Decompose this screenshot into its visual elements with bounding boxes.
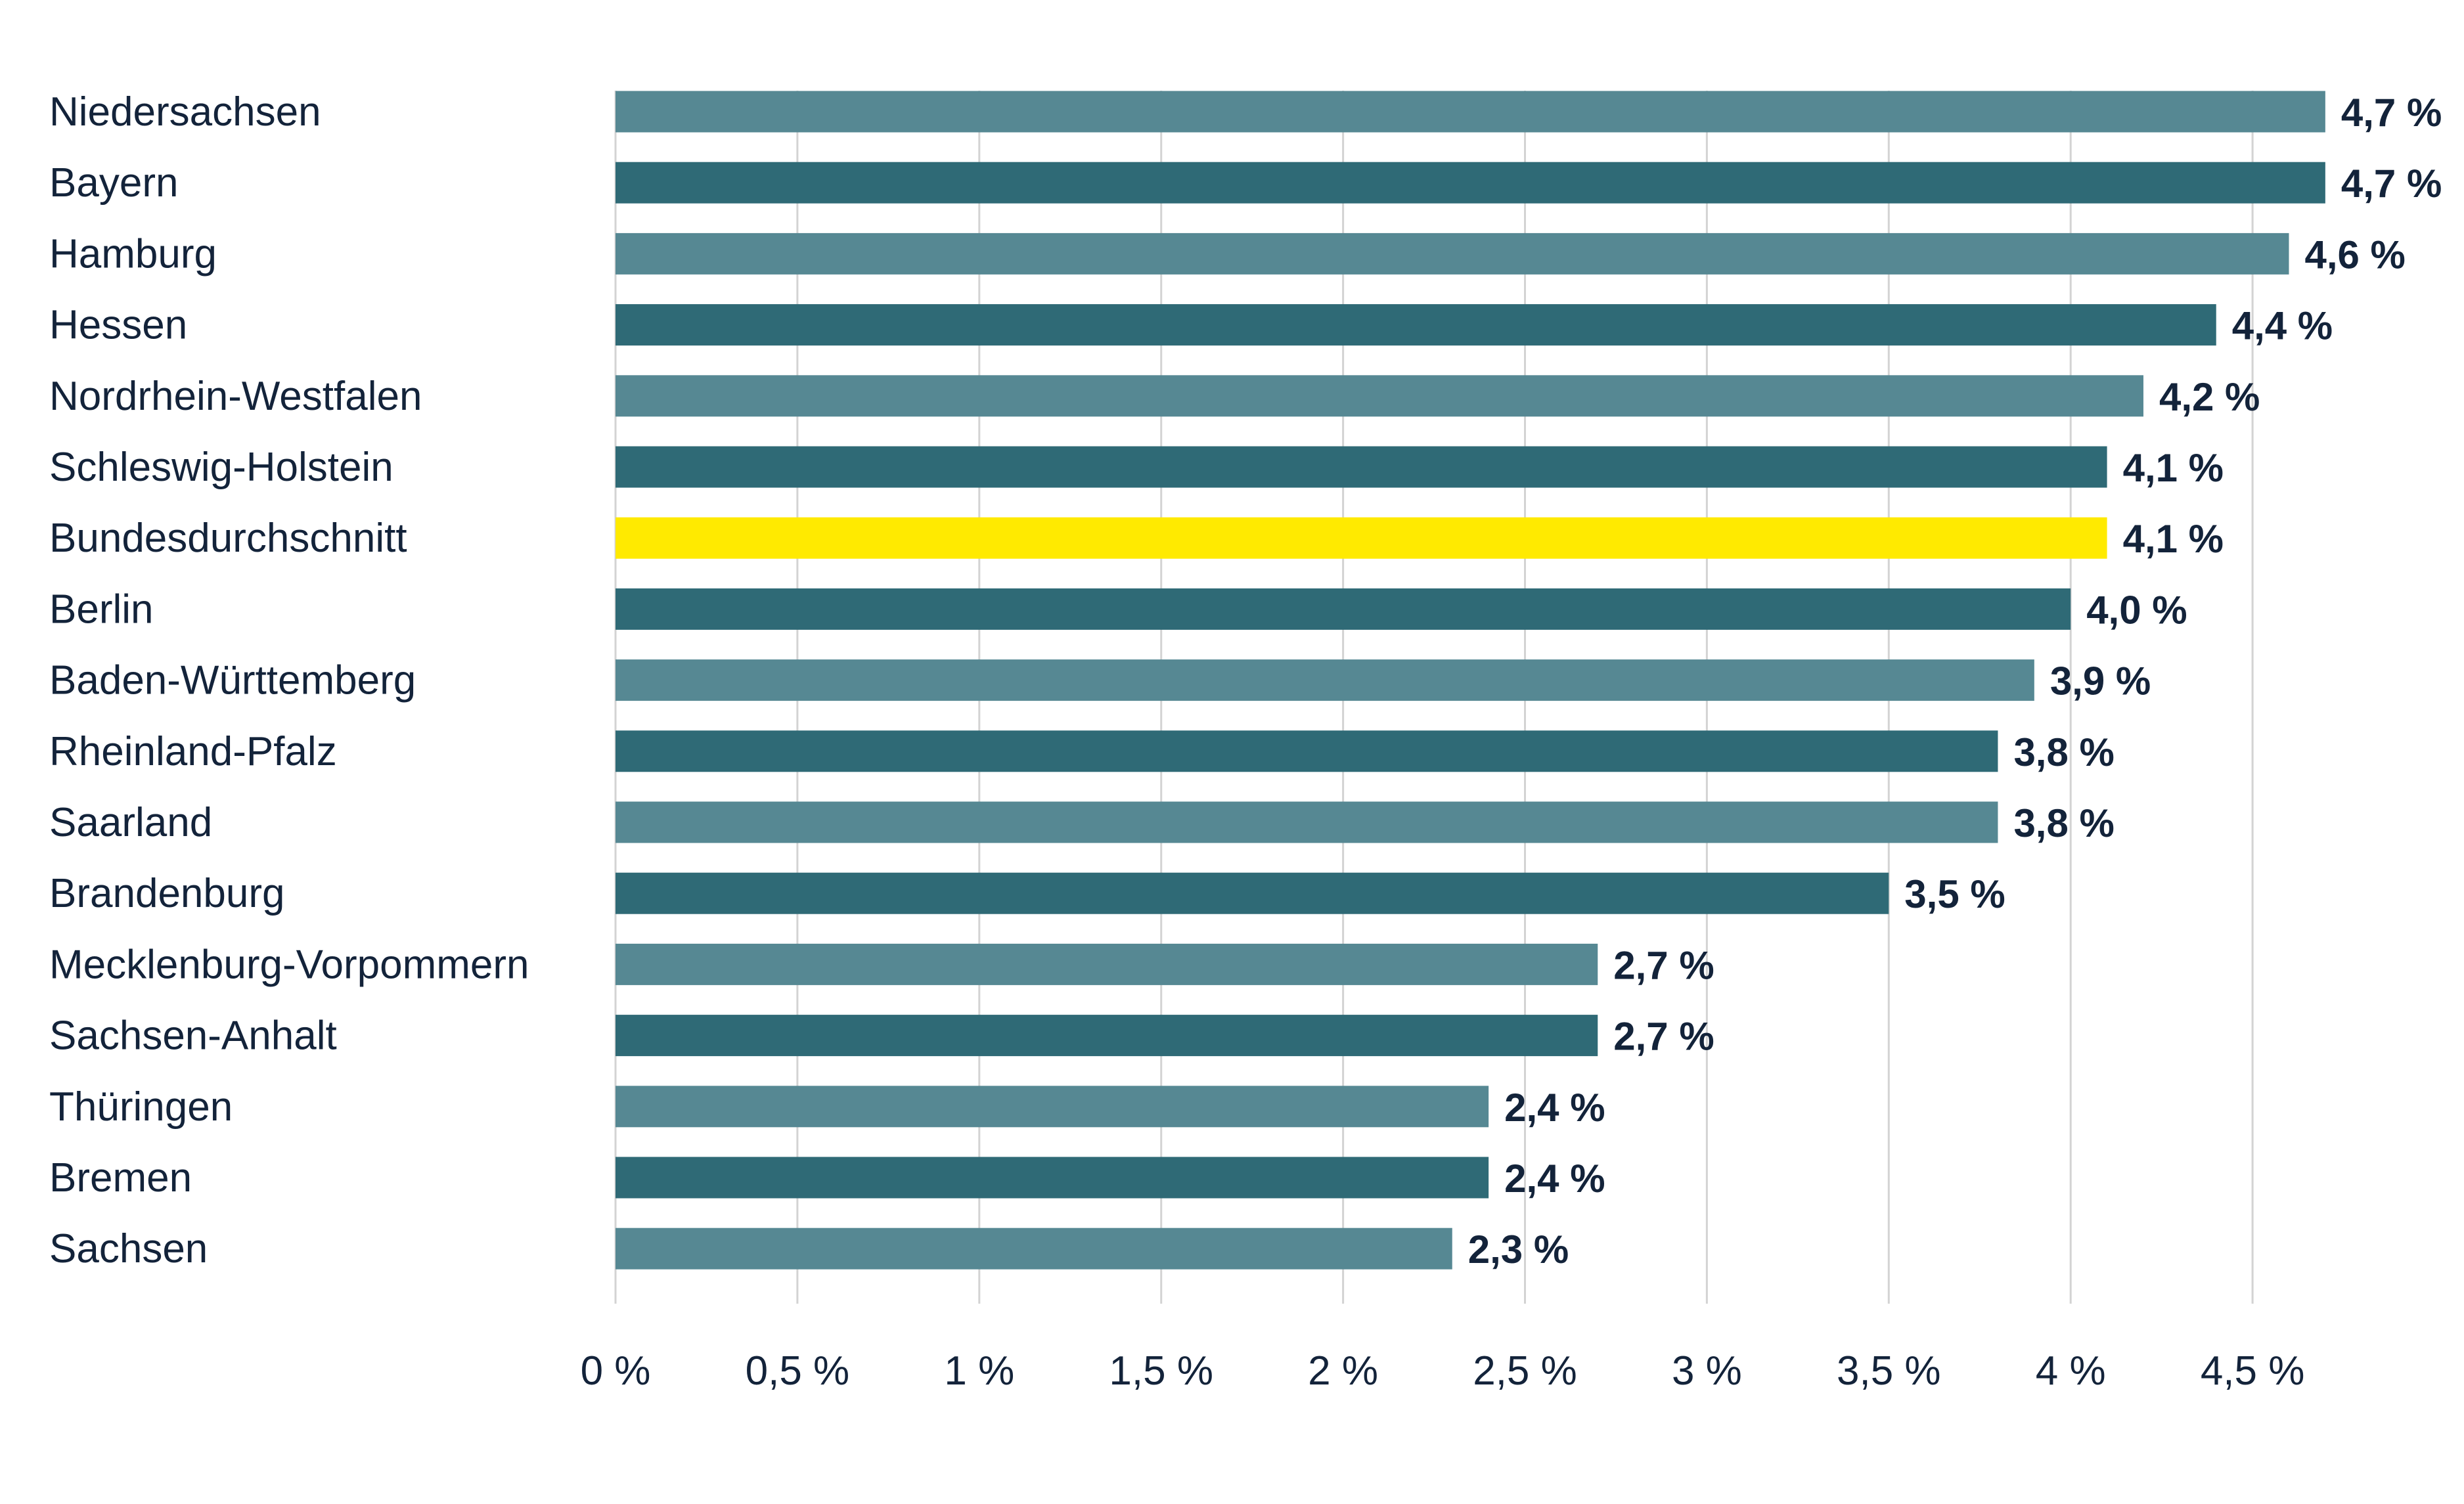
bar-1 [616, 162, 2325, 204]
bar-5 [616, 446, 2107, 488]
bar-9 [616, 730, 1998, 772]
bar-15 [616, 1157, 1489, 1199]
x-tick-label-0: 0 % [581, 1348, 651, 1394]
x-tick-label-8: 4 % [2036, 1348, 2106, 1394]
category-label-8: Baden-Württemberg [49, 658, 416, 703]
value-label-14: 2,4 % [1504, 1086, 1605, 1130]
category-label-3: Hessen [49, 303, 187, 348]
value-label-0: 4,7 % [2341, 91, 2442, 135]
value-label-7: 4,0 % [2086, 588, 2187, 632]
category-label-12: Mecklenburg-Vorpommern [49, 942, 529, 987]
x-axis-tick-labels: 0 % 0,5 % 1 % 1,5 % 2 % 2,5 % 3 % 3,5 % 4 % 4,5 % [581, 1348, 2305, 1394]
category-label-10: Saarland [49, 800, 212, 845]
value-label-8: 3,9 % [2050, 659, 2151, 703]
value-label-1: 4,7 % [2341, 162, 2442, 206]
value-label-9: 3,8 % [2013, 730, 2114, 774]
bar-8 [616, 659, 2034, 701]
bar-16 [616, 1228, 1452, 1270]
category-label-11: Brandenburg [49, 871, 285, 916]
value-label-4: 4,2 % [2159, 375, 2260, 419]
bar-10 [616, 801, 1998, 843]
bar-13 [616, 1015, 1598, 1057]
x-tick-label-9: 4,5 % [2201, 1348, 2305, 1394]
bar-11 [616, 872, 1889, 914]
category-label-15: Bremen [49, 1155, 192, 1201]
bar-2 [616, 232, 2289, 275]
bar-6 [616, 517, 2107, 559]
value-label-5: 4,1 % [2123, 446, 2224, 490]
category-label-2: Hamburg [49, 231, 217, 276]
category-label-0: Niedersachsen [49, 89, 321, 135]
value-label-10: 3,8 % [2013, 801, 2114, 845]
category-label-14: Thüringen [49, 1084, 233, 1130]
bar-12 [616, 943, 1598, 985]
category-labels: Niedersachsen Bayern Hamburg Hessen Nordrhei… [49, 89, 529, 1272]
category-label-5: Schleswig-Holstein [49, 445, 393, 490]
bars [616, 91, 2325, 1270]
category-label-6: Bundesdurchschnitt [49, 516, 407, 561]
x-tick-label-4: 2 % [1308, 1348, 1378, 1394]
value-label-15: 2,4 % [1504, 1157, 1605, 1201]
category-label-1: Bayern [49, 160, 178, 206]
category-label-9: Rheinland-Pfalz [49, 729, 337, 774]
category-label-4: Nordrhein-Westfalen [49, 374, 422, 419]
value-label-2: 4,6 % [2304, 232, 2405, 276]
x-tick-label-6: 3 % [1672, 1348, 1742, 1394]
value-label-16: 2,3 % [1468, 1228, 1569, 1272]
x-tick-label-1: 0,5 % [746, 1348, 850, 1394]
value-label-6: 4,1 % [2123, 517, 2224, 561]
x-tick-label-3: 1,5 % [1109, 1348, 1213, 1394]
value-label-3: 4,4 % [2232, 304, 2333, 348]
bar-3 [616, 304, 2216, 346]
value-label-12: 2,7 % [1613, 943, 1714, 987]
category-label-13: Sachsen-Anhalt [49, 1013, 337, 1059]
value-labels: 4,7 % 4,7 % 4,6 % 4,4 % 4,2 % 4,1 % 4,1 % 4,0 %… [1468, 91, 2442, 1272]
category-label-16: Sachsen [49, 1226, 208, 1272]
bar-7 [616, 588, 2071, 630]
x-tick-label-7: 3,5 % [1837, 1348, 1941, 1394]
bar-0 [616, 91, 2325, 133]
x-tick-label-2: 1 % [944, 1348, 1014, 1394]
value-label-11: 3,5 % [1904, 872, 2005, 916]
bar-14 [616, 1086, 1489, 1128]
x-tick-label-5: 2,5 % [1473, 1348, 1577, 1394]
bar-4 [616, 375, 2143, 417]
value-label-13: 2,7 % [1613, 1015, 1714, 1059]
category-label-7: Berlin [49, 586, 154, 632]
